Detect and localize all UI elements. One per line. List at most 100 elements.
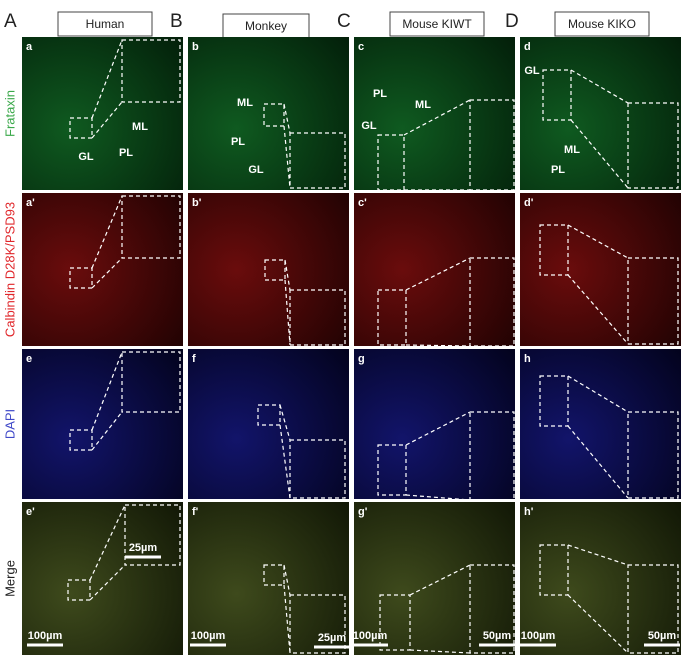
inset-marker <box>69 429 93 451</box>
inset-box <box>121 351 181 413</box>
inset-marker <box>69 267 93 289</box>
inset-connector <box>89 564 126 601</box>
inset-box <box>469 564 515 654</box>
annotation: 100µm <box>191 630 226 642</box>
micrograph <box>354 349 515 499</box>
micrograph <box>520 193 681 346</box>
inset-connector <box>91 195 123 269</box>
inset-marker <box>539 544 569 596</box>
micrograph <box>188 349 349 499</box>
panel-label: b <box>192 41 199 53</box>
panel-label: a' <box>26 197 35 209</box>
panel-label: a <box>26 41 33 53</box>
inset-marker <box>539 375 569 427</box>
column-title: Mouse KIWT <box>402 17 472 31</box>
panel-label: f <box>192 353 196 365</box>
inset-box <box>627 411 679 499</box>
column-title-box <box>554 11 650 37</box>
inset-marker <box>69 117 93 139</box>
annotation: 100µm <box>521 630 556 642</box>
row-label: Merge <box>2 560 17 597</box>
annotation: PL <box>373 88 387 100</box>
inset-connector <box>284 279 291 346</box>
inset-connector <box>283 564 291 596</box>
micrograph <box>22 37 183 190</box>
inset-connector <box>403 99 471 136</box>
inset-connector <box>279 424 291 499</box>
column-title-box <box>57 11 153 37</box>
inset-connector <box>405 344 471 347</box>
panel-label: g <box>358 353 365 365</box>
annotation: 25µm <box>129 542 158 554</box>
annotation: ML <box>415 99 431 111</box>
inset-marker <box>263 564 285 586</box>
column-letter: B <box>170 11 183 32</box>
inset-box <box>289 594 346 654</box>
inset-connector <box>567 274 629 345</box>
column-title: Mouse KIKO <box>568 17 636 31</box>
inset-box <box>469 411 515 501</box>
micrograph <box>22 193 183 346</box>
annotation: 100µm <box>28 630 63 642</box>
panel-label: b' <box>192 197 202 209</box>
inset-box <box>627 257 679 345</box>
inset-box <box>289 439 346 499</box>
micrograph <box>188 502 349 655</box>
annotation: PL <box>551 164 565 176</box>
micrograph <box>22 502 183 655</box>
annotation: 100µm <box>353 630 388 642</box>
micrograph <box>188 193 349 346</box>
inset-connector <box>91 411 123 451</box>
column-letter: D <box>505 11 519 32</box>
micrograph <box>520 349 681 499</box>
panel-label: e' <box>26 506 35 518</box>
inset-box <box>627 564 679 654</box>
micrograph <box>520 37 681 190</box>
micrograph <box>520 502 681 655</box>
inset-box <box>469 257 515 347</box>
column-title-box <box>222 13 310 39</box>
inset-marker <box>542 69 572 121</box>
micrograph <box>354 193 515 346</box>
inset-connector <box>91 101 123 139</box>
inset-connector <box>91 257 123 289</box>
inset-box <box>124 504 181 566</box>
inset-connector <box>567 224 629 259</box>
column-letter: C <box>337 11 351 32</box>
panel-label: c' <box>358 197 367 209</box>
column-title-box <box>389 11 485 37</box>
inset-box <box>121 39 181 103</box>
annotation: GL <box>361 120 377 132</box>
inset-connector <box>567 375 629 413</box>
row-label: DAPI <box>2 409 17 439</box>
micrograph <box>354 502 515 655</box>
annotation: GL <box>78 151 94 163</box>
annotation: GL <box>524 65 540 77</box>
row-label: Frataxin <box>2 90 17 137</box>
inset-marker <box>67 579 91 601</box>
inset-marker <box>539 224 569 276</box>
inset-connector <box>570 119 629 189</box>
annotation: PL <box>119 147 133 159</box>
inset-marker <box>377 134 405 191</box>
panel-label: e <box>26 353 32 365</box>
row-label: Calbindin D28K/PSD93 <box>2 202 17 337</box>
annotation: ML <box>132 121 148 133</box>
inset-box <box>121 195 181 259</box>
inset-connector <box>567 544 629 566</box>
column-letter: A <box>4 11 17 32</box>
annotation: PL <box>231 136 245 148</box>
inset-box <box>289 132 346 189</box>
column-title: Human <box>86 17 125 31</box>
annotation: ML <box>564 144 580 156</box>
inset-connector <box>570 69 629 104</box>
annotation: 50µm <box>483 630 512 642</box>
inset-box <box>627 102 679 189</box>
inset-marker <box>377 444 407 496</box>
annotation: 50µm <box>648 630 677 642</box>
inset-connector <box>405 411 471 446</box>
inset-marker <box>263 103 285 127</box>
micrograph <box>188 37 349 190</box>
annotation: 25µm <box>318 632 347 644</box>
